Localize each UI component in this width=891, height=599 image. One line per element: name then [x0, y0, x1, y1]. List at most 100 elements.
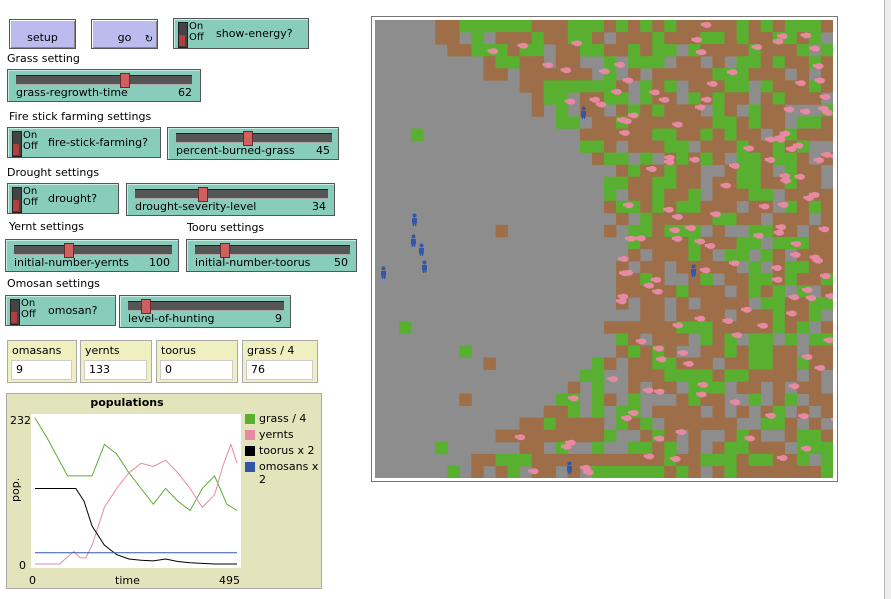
- sheep-icon: [820, 273, 831, 280]
- switch-name: show-energy?: [216, 27, 293, 40]
- go-button-label: go: [117, 31, 132, 44]
- patch: [688, 80, 701, 93]
- patch: [579, 32, 593, 45]
- patch: [736, 321, 749, 334]
- patch: [676, 417, 689, 431]
- patch: [808, 369, 822, 382]
- patch: [567, 68, 581, 81]
- slider-knob[interactable]: [197, 187, 208, 202]
- patch: [676, 357, 689, 370]
- patch: [760, 92, 774, 105]
- grass-regrowth-slider[interactable]: grass-regrowth-time 62: [7, 69, 201, 102]
- legend-label: grass / 4: [259, 412, 307, 425]
- patch: [688, 453, 701, 467]
- patch: [616, 212, 629, 226]
- patch: [724, 200, 737, 214]
- patch: [555, 429, 569, 443]
- patch: [531, 92, 545, 105]
- drought-severity-slider[interactable]: drought-severity-level 34: [126, 183, 335, 216]
- populations-plot: populations 232 0 pop. 0 time 495 grass …: [6, 393, 322, 589]
- patch: [760, 273, 774, 286]
- patch: [724, 236, 737, 250]
- patch: [760, 56, 774, 69]
- patch: [688, 92, 701, 105]
- legend-label: toorus x 2: [259, 444, 315, 457]
- patch: [435, 20, 448, 33]
- initial-yernts-slider[interactable]: initial-number-yernts 100: [5, 239, 179, 272]
- patch: [748, 393, 761, 406]
- sheep-icon: [813, 63, 824, 70]
- patch: [808, 417, 822, 431]
- patch: [808, 393, 822, 406]
- patch: [736, 285, 749, 298]
- patch: [724, 116, 737, 129]
- patch: [652, 44, 665, 57]
- slider-knob[interactable]: [219, 243, 230, 258]
- slider-knob[interactable]: [120, 73, 131, 88]
- patch: [796, 429, 810, 443]
- patch: [688, 20, 701, 33]
- drought-section-label: Drought settings: [7, 166, 100, 179]
- patch: [688, 68, 701, 81]
- patch: [640, 80, 653, 93]
- window-scrollbar[interactable]: [884, 0, 891, 599]
- person-icon: [412, 213, 417, 226]
- sheep-icon: [802, 354, 813, 360]
- percent-burned-slider[interactable]: percent-burned-grass 45: [167, 127, 339, 160]
- patch: [664, 20, 677, 33]
- sheep-icon: [696, 391, 707, 398]
- patch: [604, 224, 617, 238]
- patch: [772, 417, 786, 431]
- patch: [712, 465, 725, 478]
- person-icon: [419, 243, 424, 256]
- drought-switch[interactable]: On Off drought?: [7, 183, 119, 214]
- patch: [712, 68, 725, 81]
- sheep-icon: [727, 69, 738, 76]
- world-view[interactable]: [375, 20, 833, 478]
- patch: [664, 236, 677, 250]
- show-energy-switch[interactable]: On Off show-energy?: [173, 18, 309, 49]
- patch: [628, 188, 641, 202]
- legend-item: grass / 4: [243, 412, 323, 428]
- level-hunting-slider[interactable]: level-of-hunting 9: [119, 295, 291, 328]
- patch: [567, 429, 581, 443]
- omosan-switch[interactable]: On Off omosan?: [5, 295, 116, 326]
- sheep-icon: [765, 136, 776, 143]
- sheep-icon: [672, 121, 683, 128]
- patch: [820, 80, 833, 93]
- patch: [604, 429, 617, 443]
- legend-label: yernts: [259, 428, 294, 441]
- slider-knob[interactable]: [141, 299, 152, 314]
- patch: [784, 465, 798, 478]
- setup-button[interactable]: setup: [9, 19, 76, 49]
- patch: [748, 357, 761, 370]
- legend-swatch: [245, 430, 255, 440]
- switch-track: [12, 131, 22, 157]
- patch: [784, 297, 798, 310]
- patch: [628, 56, 641, 69]
- sheep-icon: [744, 435, 755, 442]
- slider-knob[interactable]: [242, 131, 253, 146]
- patch: [664, 369, 677, 382]
- fire-stick-switch[interactable]: On Off fire-stick-farming?: [7, 127, 161, 158]
- patch: [712, 393, 725, 406]
- sheep-icon: [643, 453, 655, 460]
- slider-knob[interactable]: [63, 243, 74, 258]
- patch: [808, 116, 822, 129]
- sheep-icon: [517, 42, 529, 49]
- patch: [772, 309, 786, 322]
- patch: [688, 405, 701, 419]
- patch: [736, 116, 749, 129]
- initial-toorus-slider[interactable]: initial-number-toorus 50: [186, 239, 357, 272]
- sheep-icon: [589, 96, 600, 103]
- person-icon: [581, 106, 586, 119]
- slider-track: [176, 133, 332, 143]
- patch: [555, 20, 569, 33]
- go-button[interactable]: go ↻: [91, 19, 158, 49]
- patch: [712, 236, 725, 250]
- patch: [736, 249, 749, 262]
- sheep-icon: [818, 226, 830, 233]
- patch: [772, 393, 786, 406]
- patch: [591, 140, 605, 153]
- sheep-icon: [663, 206, 674, 213]
